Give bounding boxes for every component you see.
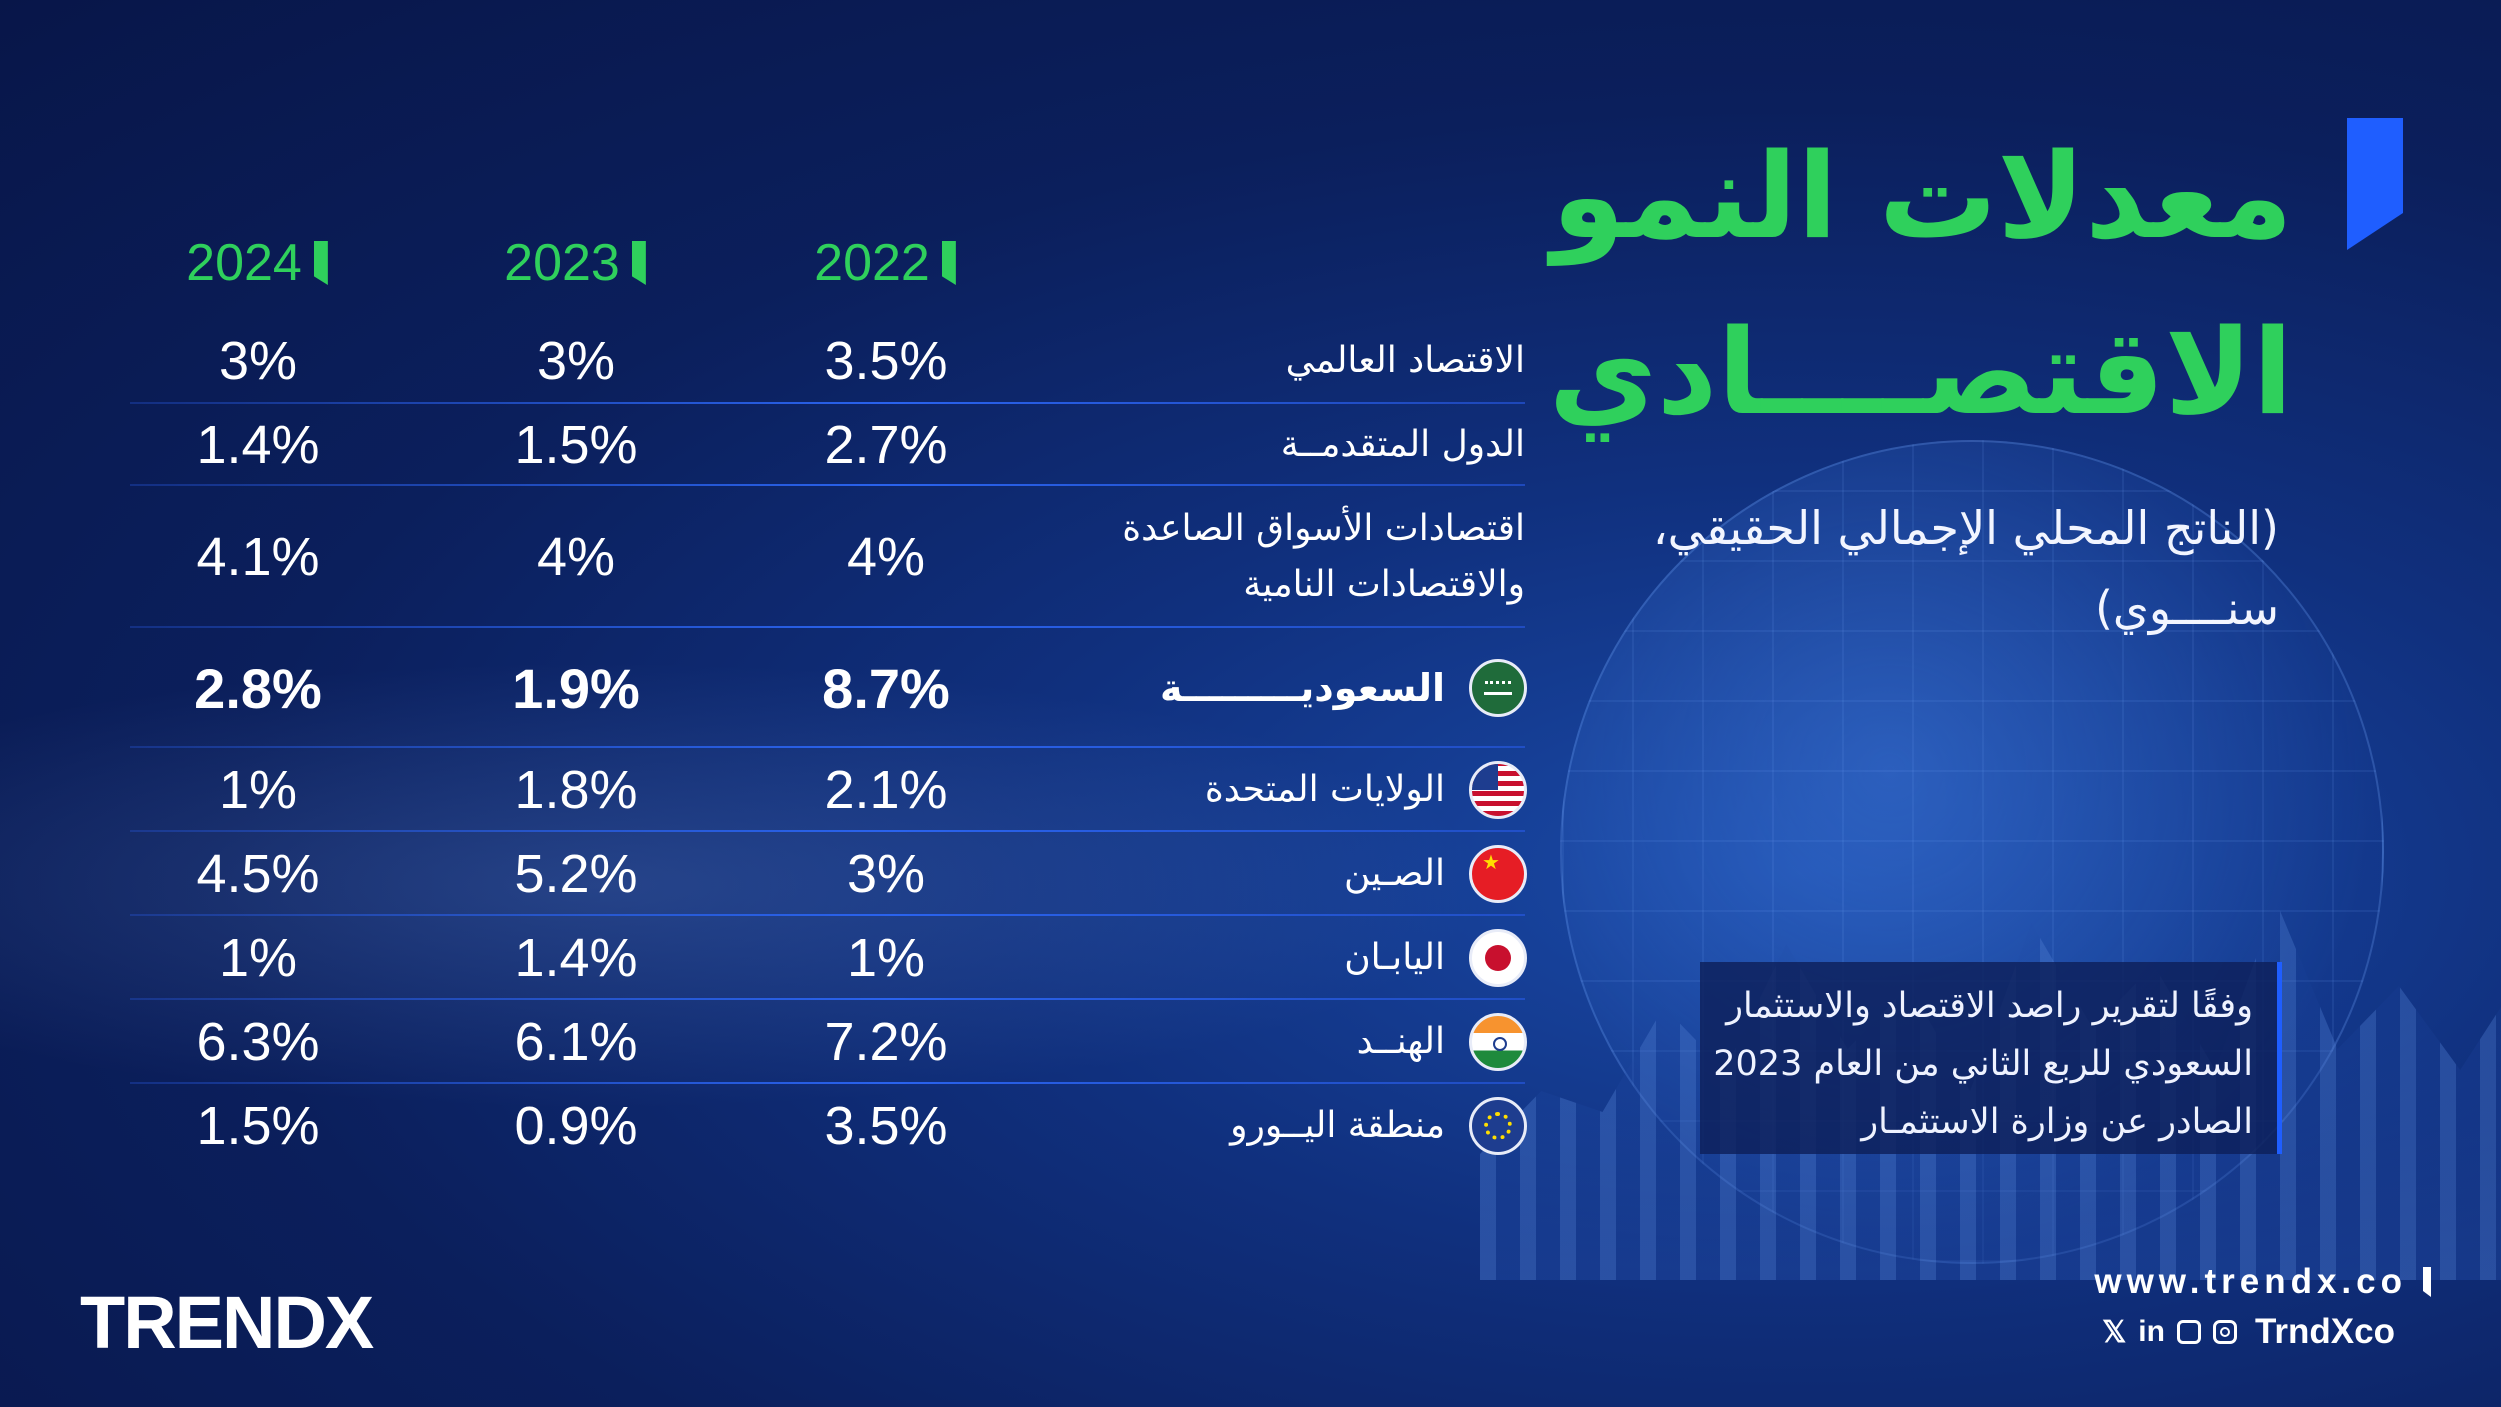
title-accent-bar: [2347, 118, 2403, 250]
row-label: الولايات المتحدة: [1204, 769, 1445, 810]
row-label: الصـين: [1343, 853, 1445, 894]
row-label-group: منطقة اليــورو: [1057, 1084, 1527, 1168]
saudi-flag-icon: [1469, 659, 1527, 717]
cell-2024: 1.5%: [196, 1096, 320, 1156]
page-subtitle: (الناتج المحلي الإجمالي الحقيقي، سنــــو…: [1652, 501, 2279, 635]
cell-2023: 0.9%: [514, 1096, 638, 1156]
row-label: السعوديـــــــــة: [1160, 666, 1445, 710]
row-divider: [130, 484, 1525, 486]
row-divider: [130, 998, 1525, 1000]
cell-2023: 3%: [536, 331, 616, 391]
cell-2022: 2.7%: [824, 415, 948, 475]
row-label: الهنــد: [1356, 1021, 1445, 1062]
cell-2022: 3%: [846, 844, 926, 904]
column-header-2024: 2024: [172, 228, 342, 298]
cell-2023: 1.8%: [514, 760, 638, 820]
cell-2024: 1%: [218, 928, 298, 988]
cell-2023: 4%: [536, 527, 616, 587]
bookmark-icon: [2423, 1267, 2431, 1297]
year-label-2022: 2022: [814, 234, 930, 292]
column-header-2023: 2023: [490, 228, 660, 298]
cell-2023: 1.4%: [514, 928, 638, 988]
row-divider: [130, 626, 1525, 628]
table-row-united-states: 2.1% 1.8% 1% الولايات المتحدة: [130, 748, 1527, 832]
row-label-group: اليابـان: [1057, 916, 1527, 1000]
cell-2022: 3.5%: [824, 1096, 948, 1156]
column-header-2022: 2022: [800, 228, 970, 298]
cell-2024: 6.3%: [196, 1012, 320, 1072]
cell-2022: 7.2%: [824, 1012, 948, 1072]
row-label-group: الولايات المتحدة: [1057, 748, 1527, 832]
cell-2022: 3.5%: [824, 331, 948, 391]
cell-2024: 1.4%: [196, 415, 320, 475]
table-row-advanced-economies: 2.7% 1.5% 1.4% الدول المتقدمــة: [130, 404, 1525, 486]
cell-2024: 1%: [218, 760, 298, 820]
year-label-2023: 2023: [504, 234, 620, 292]
row-label: الدول المتقدمــة: [1280, 424, 1525, 465]
cell-2022: 1%: [846, 928, 926, 988]
table-row-saudi-arabia: 8.7% 1.9% 2.8% السعوديـــــــــة: [130, 628, 1527, 748]
row-label-group: الهنــد: [1057, 1000, 1527, 1084]
website-link[interactable]: www.trendx.co: [2094, 1262, 2431, 1302]
table-row-india: 7.2% 6.1% 6.3% الهنــد: [130, 1000, 1527, 1084]
eu-flag-icon: [1469, 1097, 1527, 1155]
cell-2024: 4.5%: [196, 844, 320, 904]
cell-2024: 2.8%: [194, 656, 322, 720]
trendx-logo: TRENDX: [80, 1281, 374, 1364]
china-flag-icon: [1469, 845, 1527, 903]
source-note: وفقًا لتقرير راصد الاقتصاد والاستثمار ال…: [1700, 962, 2282, 1154]
row-label-group: السعوديـــــــــة: [1057, 628, 1527, 748]
table-row-world-economy: 3.5% 3% 3% الاقتصاد العالمي: [130, 318, 1525, 404]
row-divider: [130, 1082, 1525, 1084]
social-links: 𝕏 in TrndXco: [2102, 1312, 2395, 1352]
page-title: معدلات النمو الاقتصــــادي: [1548, 127, 2293, 441]
usa-flag-icon: [1469, 761, 1527, 819]
japan-flag-icon: [1469, 929, 1527, 987]
row-label: اقتصادات الأسواق الصاعدة والاقتصادات الن…: [1122, 508, 1525, 605]
bookmark-icon: [941, 241, 956, 285]
website-url[interactable]: www.trendx.co: [2094, 1262, 2407, 1301]
social-handle[interactable]: TrndXco: [2254, 1312, 2395, 1351]
bookmark-icon: [631, 241, 646, 285]
cell-2022: 8.7%: [822, 656, 950, 720]
table-row-eurozone: 3.5% 0.9% 1.5% منطقة اليــورو: [130, 1084, 1527, 1168]
facebook-icon[interactable]: [2176, 1320, 2201, 1344]
row-label-group: الصـين: [1057, 832, 1527, 916]
cell-2024: 4.1%: [196, 527, 320, 587]
cell-2022: 2.1%: [824, 760, 948, 820]
row-label: منطقة اليــورو: [1230, 1105, 1445, 1146]
instagram-icon[interactable]: [2212, 1320, 2237, 1344]
row-divider: [130, 402, 1525, 404]
cell-2023: 5.2%: [514, 844, 638, 904]
cell-2023: 1.9%: [512, 656, 640, 720]
table-row-china: 3% 5.2% 4.5% الصـين: [130, 832, 1527, 916]
linkedin-icon[interactable]: in: [2138, 1315, 2165, 1348]
world-map-background: [0, 660, 1500, 1110]
row-label: اليابـان: [1344, 937, 1445, 978]
table-row-japan: 1% 1.4% 1% اليابـان: [130, 916, 1527, 1000]
row-divider: [130, 914, 1525, 916]
india-flag-icon: [1469, 1013, 1527, 1071]
row-label: الاقتصاد العالمي: [1285, 340, 1525, 381]
row-divider: [130, 830, 1525, 832]
cell-2022: 4%: [846, 527, 926, 587]
cell-2023: 6.1%: [514, 1012, 638, 1072]
cell-2023: 1.5%: [514, 415, 638, 475]
cell-2024: 3%: [218, 331, 298, 391]
year-label-2024: 2024: [186, 234, 302, 292]
table-row-emerging-economies: 4% 4% 4.1% اقتصادات الأسواق الصاعدة والا…: [130, 486, 1525, 628]
row-divider: [130, 746, 1525, 748]
x-icon[interactable]: 𝕏: [2102, 1315, 2127, 1349]
bookmark-icon: [313, 241, 328, 285]
